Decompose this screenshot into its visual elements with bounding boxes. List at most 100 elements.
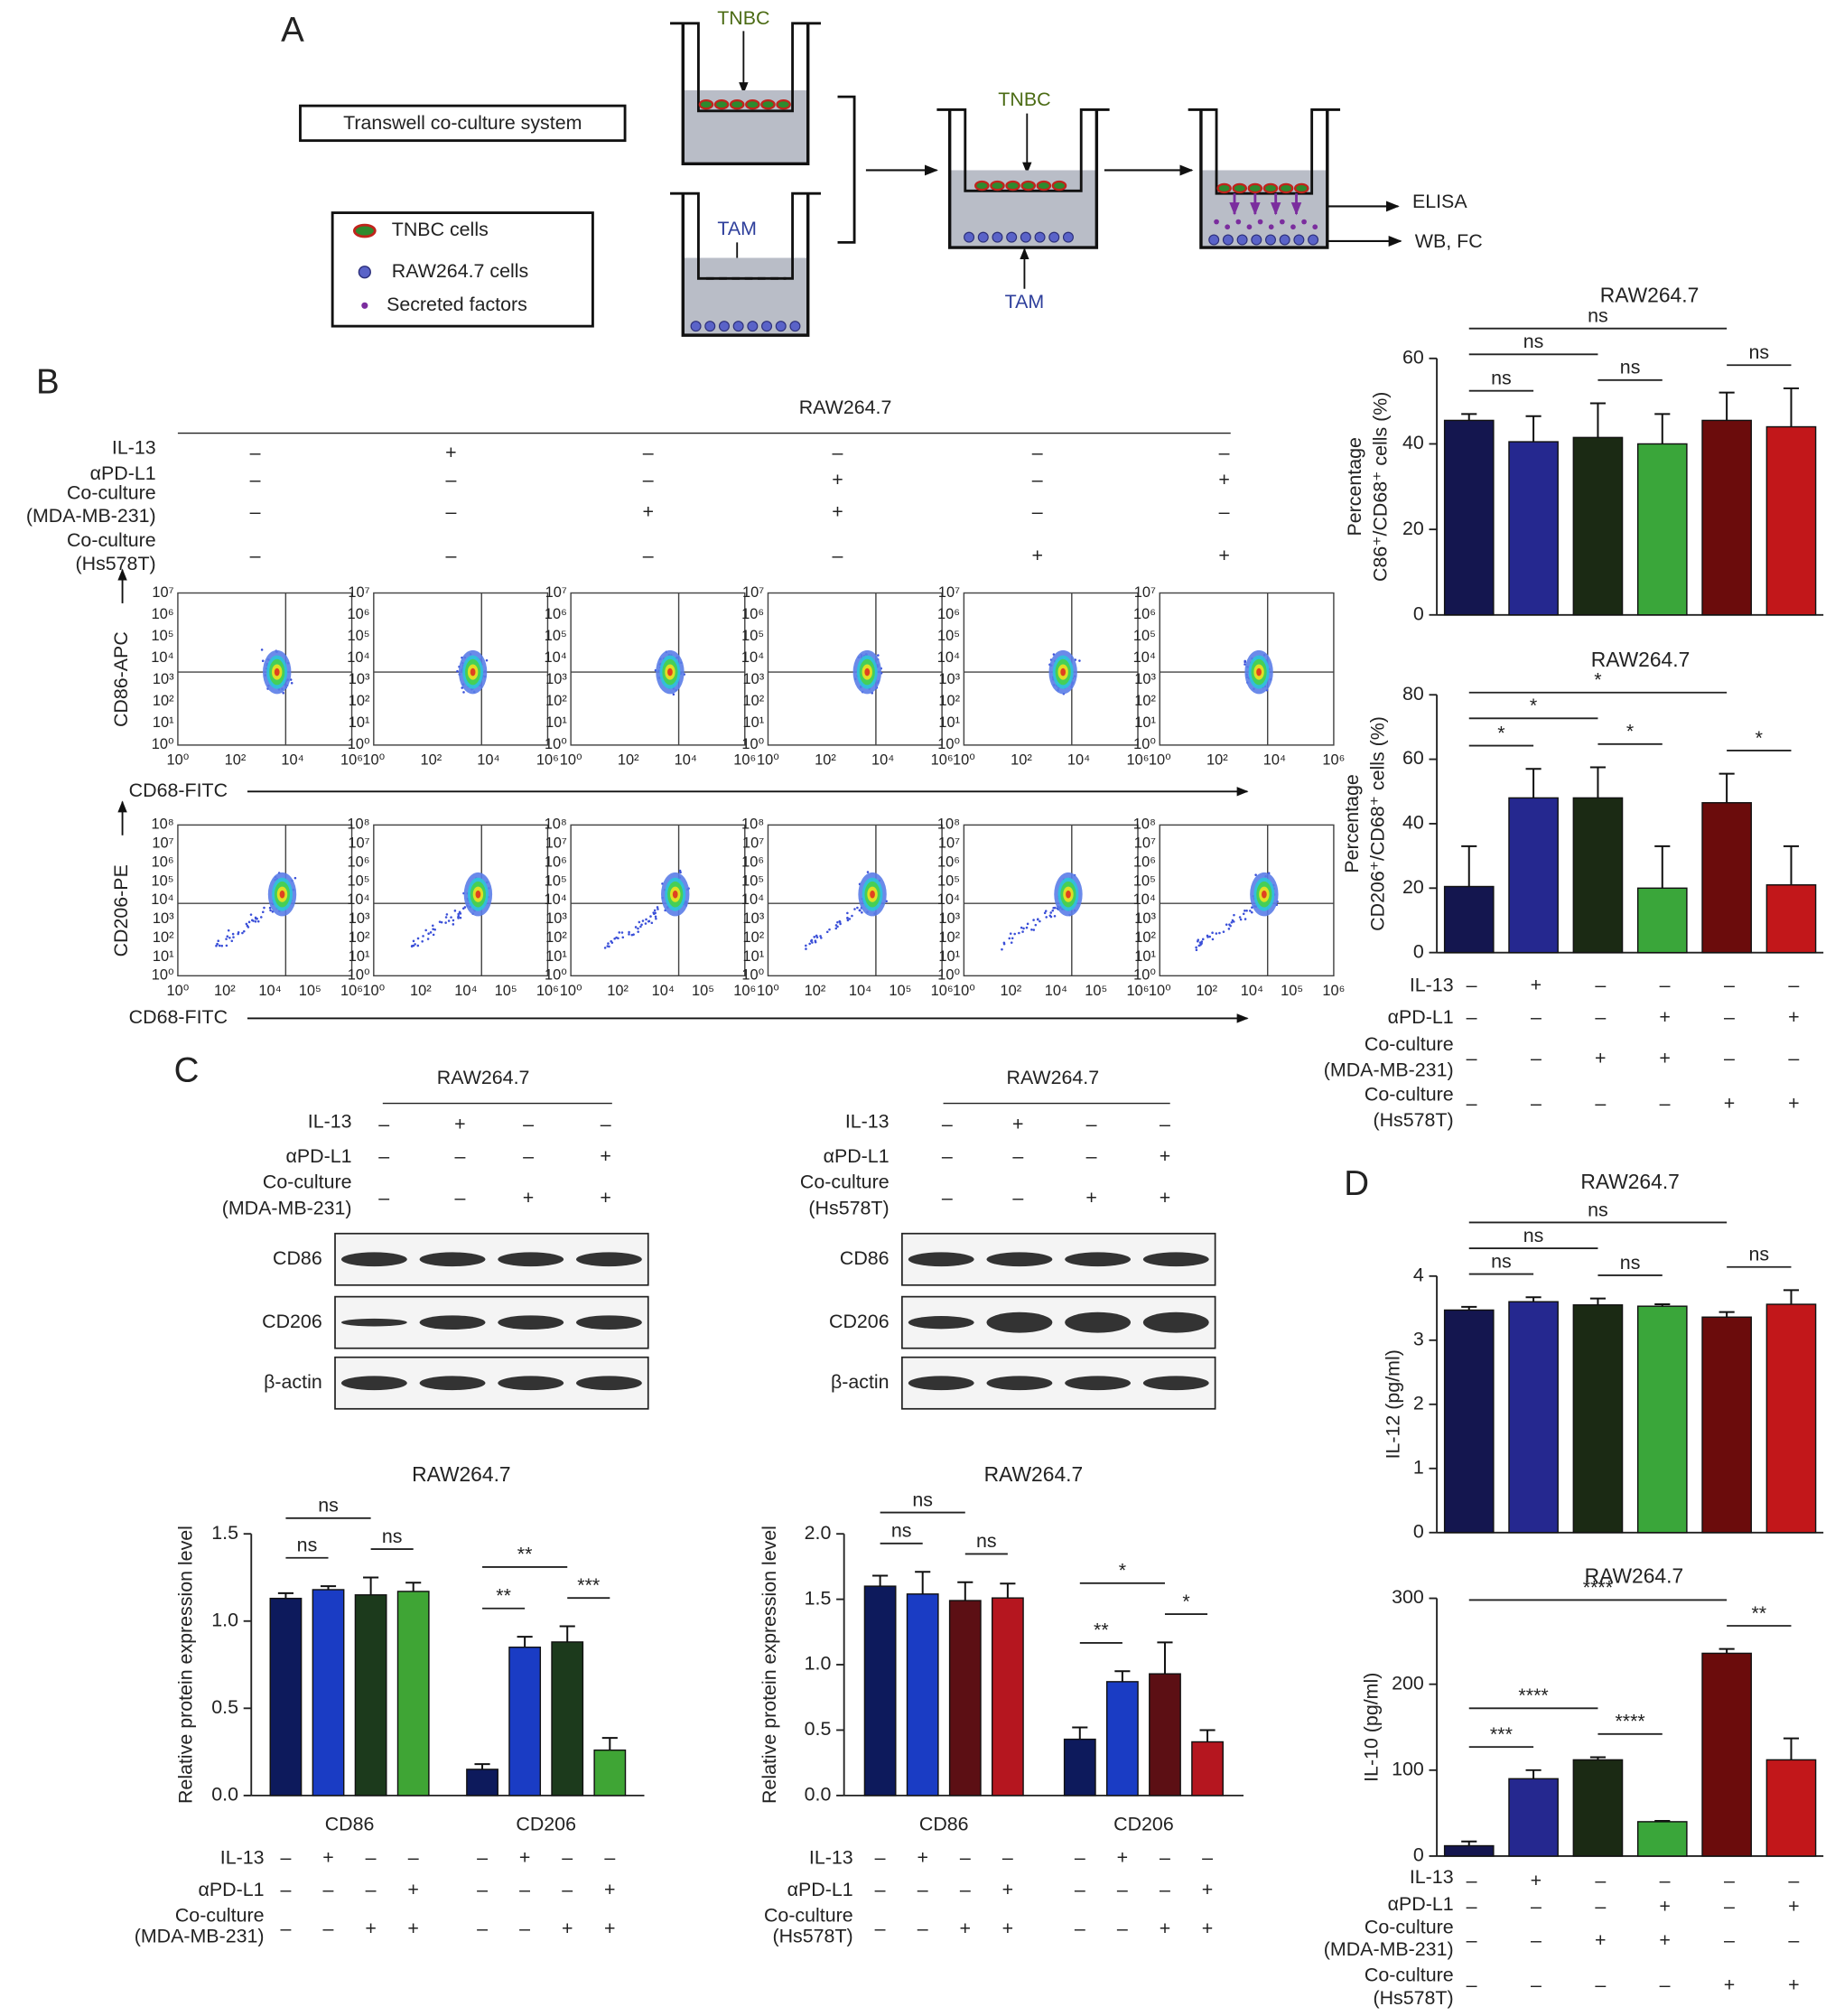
x-tick-label: 10⁴ [1067, 751, 1090, 768]
density-contour [1262, 890, 1267, 899]
y-tick-label: 10³ [938, 671, 960, 687]
condition-sign: – [378, 1145, 389, 1167]
condition-sign: – [833, 545, 843, 566]
y-axis-label: CD206-PE [110, 864, 132, 957]
condition-sign: – [1467, 1093, 1477, 1115]
event-dot [1249, 910, 1252, 912]
bar [466, 1769, 498, 1797]
bar [551, 1641, 584, 1797]
bar [1636, 1305, 1688, 1534]
y-tick-label: 10⁰ [741, 736, 764, 752]
bar [1508, 797, 1559, 954]
event-dot [250, 919, 254, 922]
event-dot [444, 921, 447, 924]
y-tick-label: 10⁴ [937, 649, 960, 666]
x-tick-label: 10⁶ [931, 983, 954, 999]
event-dot [433, 928, 436, 931]
y-tick-label: 1.5 [805, 1587, 832, 1609]
y-tick-label: 10³ [545, 910, 567, 927]
well-wall [1199, 109, 1329, 249]
significance-label: ** [1751, 1602, 1766, 1624]
tnbc-cell [1232, 182, 1248, 194]
bar [396, 1591, 430, 1797]
y-tick-label: 10⁴ [937, 891, 960, 908]
y-tick-label: 2.0 [805, 1522, 832, 1544]
tnbc-cell [990, 180, 1005, 191]
significance-label: ns [1620, 1252, 1641, 1274]
condition-sign: + [1659, 1929, 1671, 1951]
x-tick-label: 10² [1196, 983, 1217, 999]
event-dot [1049, 911, 1053, 914]
condition-sign: – [601, 1114, 611, 1135]
condition-label: αPD-L1 [787, 1879, 853, 1900]
x-tick-label: 10⁰ [560, 751, 582, 768]
bar [948, 1600, 982, 1797]
y-tick-label: 10⁶ [545, 606, 567, 622]
condition-sign: + [1659, 1006, 1671, 1028]
y-tick-label: 10⁷ [1134, 835, 1156, 852]
y-tick-label: 10⁶ [152, 606, 174, 622]
y-tick-label: 0 [1413, 1520, 1424, 1542]
event-dot [431, 924, 434, 928]
bar [863, 1585, 897, 1797]
y-tick-label: 300 [1392, 1586, 1424, 1608]
y-tick-label: 10¹ [153, 714, 174, 731]
y-tick-label: 200 [1392, 1672, 1424, 1694]
error-bar [1461, 413, 1477, 421]
condition-sign: + [1012, 1114, 1024, 1135]
raw-cell [1048, 231, 1060, 243]
condition-label: Co-culture [764, 1905, 853, 1927]
condition-sign: + [1659, 1048, 1671, 1069]
density-contour [279, 890, 285, 899]
condition-sign: + [1724, 1093, 1736, 1115]
chart-title: RAW264.7 [984, 1462, 1084, 1486]
band [1065, 1376, 1132, 1391]
condition-label: (MDA-MB-231) [26, 505, 156, 527]
event-dot [1045, 916, 1048, 919]
event-dot [247, 920, 251, 924]
significance-label: **** [1583, 1576, 1613, 1598]
condition-sign: – [1788, 1048, 1799, 1069]
event-dot [259, 916, 263, 919]
condition-sign: – [280, 1918, 291, 1939]
event-dot [440, 920, 443, 924]
condition-sign: – [1724, 1870, 1735, 1891]
medium [1200, 170, 1327, 248]
density-contour [1066, 890, 1071, 899]
event-dot [485, 658, 489, 662]
y-tick-label: 10¹ [349, 714, 370, 731]
event-dot [452, 919, 455, 922]
condition-sign: + [1160, 1918, 1170, 1939]
event-dot [242, 929, 246, 933]
condition-sign: – [454, 1145, 465, 1167]
event-dot [1044, 910, 1048, 912]
raw-cell [704, 321, 716, 332]
event-dot [634, 926, 638, 929]
event-dot [654, 915, 657, 919]
event-dot [640, 923, 643, 927]
error-bar [277, 1591, 293, 1599]
event-dot [1201, 938, 1205, 941]
bar [906, 1593, 939, 1797]
event-dot [1215, 932, 1218, 935]
condition-label: Co-culture [67, 529, 156, 551]
y-tick-label: 0.0 [211, 1784, 238, 1806]
event-dot [1238, 916, 1242, 919]
condition-sign: – [445, 545, 456, 566]
y-tick-label: 0.5 [805, 1718, 832, 1740]
x-tick-label: 10⁰ [953, 751, 975, 768]
event-dot [462, 691, 465, 694]
x-tick-label: 10² [421, 751, 442, 768]
y-tick-label: 80 [1402, 683, 1424, 705]
x-tick-label: 10⁰ [167, 751, 190, 768]
condition-label: αPD-L1 [1388, 1006, 1454, 1028]
condition-sign: + [1002, 1879, 1014, 1900]
y-tick-label: 10⁴ [347, 891, 369, 908]
condition-sign: + [1724, 1974, 1736, 1996]
x-tick-label: 10⁴ [652, 983, 675, 999]
event-dot [1233, 913, 1235, 917]
x-tick-label: 10² [410, 983, 432, 999]
band [576, 1376, 642, 1391]
condition-label: Co-culture [1365, 1964, 1454, 1985]
tnbc-cell [713, 98, 730, 110]
